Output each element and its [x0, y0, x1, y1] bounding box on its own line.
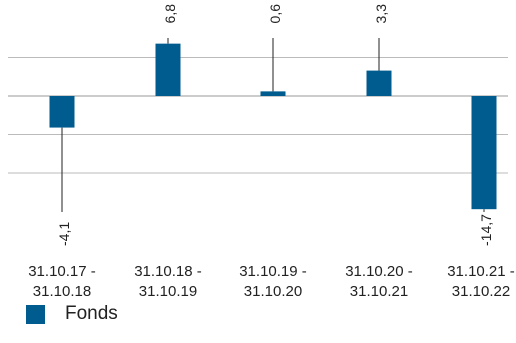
- x-tick-label-line: 31.10.17 -: [28, 263, 96, 280]
- data-label: -4,1: [56, 222, 72, 246]
- x-tick-label-line: 31.10.18 -: [134, 263, 202, 280]
- bar: [155, 43, 181, 96]
- x-tick-label-line: 31.10.19: [138, 283, 198, 300]
- data-label: 3,3: [373, 4, 389, 24]
- x-tick-label: 31.10.19 - 31.10.20: [228, 262, 318, 302]
- x-tick-label-line: 31.10.22: [451, 283, 511, 300]
- x-tick-label: 31.10.17 - 31.10.18: [17, 262, 107, 302]
- data-label: -14,7: [478, 214, 494, 246]
- data-label: 6,8: [162, 4, 178, 24]
- x-tick-label-line: 31.10.19 -: [239, 263, 307, 280]
- bar-chart: -4,1 6,8 0,6 3,3 -14,7: [8, 4, 508, 246]
- gridlines: [8, 57, 508, 174]
- x-tick-label-line: 31.10.18: [32, 283, 92, 300]
- x-tick-label-line: 31.10.20: [243, 283, 303, 300]
- data-label: 0,6: [267, 4, 283, 24]
- legend: Fonds: [26, 302, 118, 326]
- legend-label: Fonds: [65, 303, 118, 324]
- x-tick-label-line: 31.10.21 -: [447, 263, 515, 280]
- x-tick-label-line: 31.10.21: [349, 283, 409, 300]
- x-tick-label: 31.10.18 - 31.10.19: [123, 262, 213, 302]
- x-tick-label: 31.10.21 - 31.10.22: [436, 262, 516, 302]
- x-tick-label-line: 31.10.20 -: [345, 263, 413, 280]
- bar: [260, 91, 286, 96]
- x-tick-label: 31.10.20 - 31.10.21: [334, 262, 424, 302]
- data-labels: -4,1 6,8 0,6 3,3 -14,7: [56, 4, 494, 246]
- legend-swatch: [26, 304, 45, 324]
- bar: [366, 70, 392, 96]
- bar: [49, 96, 75, 128]
- bars: [49, 43, 497, 210]
- bar: [471, 96, 497, 210]
